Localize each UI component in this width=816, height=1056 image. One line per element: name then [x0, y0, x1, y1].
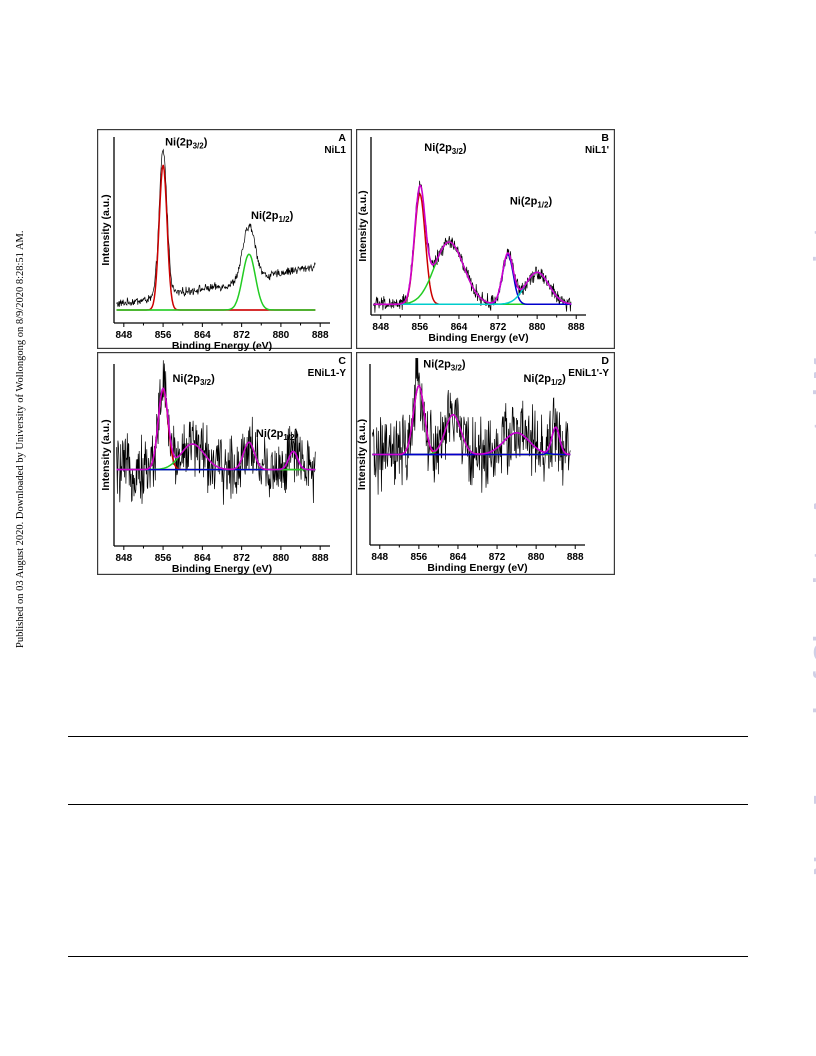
x-tick-label: 864 [450, 552, 467, 563]
plot-area [373, 180, 572, 313]
sample-label: ENiL1-Y [308, 368, 347, 379]
x-tick-label: 888 [567, 552, 584, 563]
fit-component-4 [372, 426, 571, 456]
x-tick-label: 848 [115, 553, 132, 564]
panel-d: 848 856 864 872 880 888 Binding Energy (eV) Int… [356, 352, 615, 575]
plot-area [372, 358, 571, 495]
x-axis-title: Binding Energy (eV) [427, 562, 527, 574]
x-tick-label: 880 [273, 330, 290, 341]
x-tick-label: 848 [115, 330, 132, 341]
x-tick-label: 888 [568, 322, 585, 333]
x-tick-label: 864 [451, 322, 468, 333]
x-tick-label: 856 [411, 552, 428, 563]
panel-frame [356, 129, 615, 350]
plot-area [116, 360, 316, 505]
peak-label-2: Ni(2p1/2) [256, 428, 299, 442]
panel-letter: C [338, 355, 346, 367]
x-tick-label: 880 [273, 553, 290, 564]
peak-label-2: Ni(2p1/2) [251, 210, 294, 224]
y-axis-title: Intensity (a.u.) [356, 419, 368, 490]
raw-spectrum-line [116, 148, 316, 307]
x-axis-title: Binding Energy (eV) [428, 332, 528, 344]
fit-envelope-line [373, 184, 572, 306]
x-tick-label: 888 [312, 330, 329, 341]
y-axis-title: Intensity (a.u.) [357, 190, 369, 261]
y-axis-title: Intensity (a.u.) [100, 419, 112, 490]
panel-b: 848 856 864 872 880 888 Binding Energy (eV) Int… [356, 129, 615, 350]
rule-line-3 [68, 956, 748, 957]
journal-watermark: New Journal of Chemistry Accepted Manusc… [808, 227, 816, 876]
x-tick-label: 864 [194, 553, 211, 564]
peak-label-1: Ni(2p3/2) [424, 142, 467, 156]
x-tick-label: 872 [490, 322, 507, 333]
x-tick-label: 880 [528, 552, 545, 563]
x-tick-label: 856 [412, 322, 429, 333]
plot-area [116, 148, 316, 311]
x-tick-label: 864 [194, 330, 211, 341]
panel-a: 848 856 864 872 880 888 Binding Energy (eV) Int… [97, 129, 353, 352]
x-tick-label: 880 [529, 322, 546, 333]
peak-label-2: Ni(2p1/2) [510, 196, 553, 210]
x-axis-title: Binding Energy (eV) [172, 340, 272, 352]
peak-label-1: Ni(2p3/2) [172, 373, 215, 387]
panel-c: 848 856 864 872 880 888 Binding Energy (eV) Int… [97, 352, 353, 575]
y-axis-title: Intensity (a.u.) [100, 194, 112, 265]
x-tick-label: 848 [372, 322, 389, 333]
x-tick-label: 856 [155, 553, 172, 564]
raw-spectrum-line [116, 360, 316, 505]
x-tick-label: 872 [233, 330, 250, 341]
sample-label: NiL1' [585, 145, 609, 156]
x-tick-label: 856 [155, 330, 172, 341]
fit-envelope-line [372, 384, 571, 456]
fit-envelope-line [116, 387, 316, 471]
x-tick-label: 872 [489, 552, 506, 563]
x-axis-title: Binding Energy (eV) [172, 563, 272, 575]
peak-label-1: Ni(2p3/2) [165, 136, 208, 150]
x-tick-label: 872 [233, 553, 250, 564]
peak-label-1: Ni(2p3/2) [423, 359, 466, 373]
sample-label: ENiL1'-Y [568, 368, 609, 379]
publication-note: Published on 03 August 2020. Downloaded … [15, 230, 26, 648]
x-tick-label: 848 [371, 552, 388, 563]
panel-letter: D [601, 355, 609, 367]
x-tick-label: 888 [312, 553, 329, 564]
fit-component-2 [116, 253, 316, 311]
rule-line-1 [68, 736, 748, 737]
xps-figure: 848 856 864 872 880 888 Binding Energy (eV) Int… [97, 129, 615, 575]
panel-frame [97, 129, 353, 350]
rule-line-2 [68, 804, 748, 805]
panel-letter: B [601, 132, 609, 144]
peak-label-2: Ni(2p1/2) [523, 373, 566, 387]
panel-letter: A [338, 132, 346, 144]
sample-label: NiL1 [324, 145, 346, 156]
